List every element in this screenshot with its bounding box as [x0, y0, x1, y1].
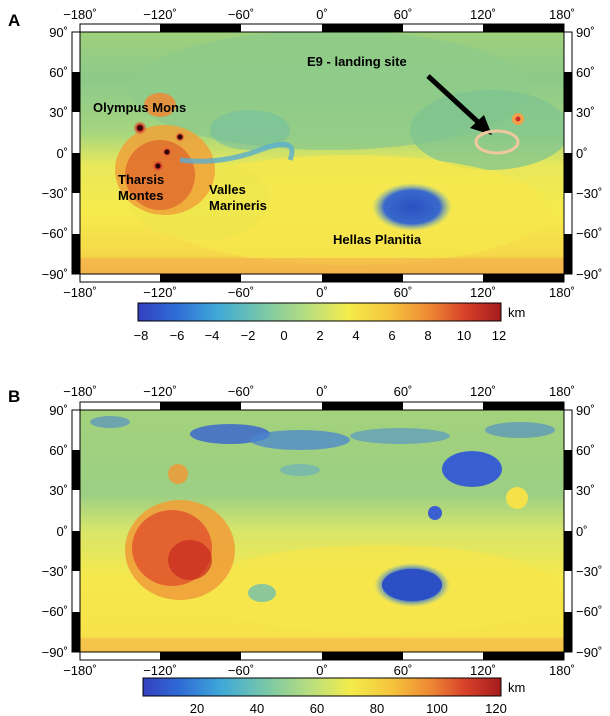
x-tick-a-top-4: 60˚	[394, 7, 413, 22]
panel-label-a: A	[8, 11, 20, 30]
x-tick-b-bottom-6: 180˚	[549, 663, 575, 678]
panel-label-b: B	[8, 387, 20, 406]
colorbar-b-tick-2: 60	[310, 701, 324, 716]
x-tick-a-top-0: −180˚	[63, 7, 97, 22]
colorbar-b: km 20 40 60 80 100 120	[142, 677, 525, 716]
colorbar-b-tick-4: 100	[426, 701, 448, 716]
y-tick-a-left-1: 60˚	[49, 65, 68, 80]
x-tick-b-bottom-1: −120˚	[143, 663, 177, 678]
x-tick-a-top-1: −120˚	[143, 7, 177, 22]
x-tick-b-bottom-3: 0˚	[316, 663, 328, 678]
y-tick-b-right-6: −90˚	[576, 645, 602, 660]
y-tick-a-right-4: −30˚	[576, 186, 602, 201]
x-tick-b-top-2: −60˚	[228, 384, 254, 399]
x-tick-a-bottom-2: −60˚	[228, 285, 254, 300]
landing-site-ellipse	[474, 129, 520, 155]
label-olympus-mons: Olympus Mons	[93, 100, 186, 115]
label-landing-site: E9 - landing site	[307, 54, 407, 69]
label-tharsis-line2: Montes	[118, 188, 164, 203]
x-tick-b-top-1: −120˚	[143, 384, 177, 399]
y-tick-b-right-3: 0˚	[576, 524, 588, 539]
y-tick-b-right-5: −60˚	[576, 604, 602, 619]
x-tick-a-bottom-4: 60˚	[394, 285, 413, 300]
y-tick-b-left-4: −30˚	[42, 564, 68, 579]
x-tick-a-bottom-3: 0˚	[316, 285, 328, 300]
colorbar-a-tick-1: −6	[170, 328, 185, 343]
colorbar-a-tick-10: 12	[492, 328, 506, 343]
x-tick-b-top-4: 60˚	[394, 384, 413, 399]
colorbar-a-tick-2: −4	[205, 328, 220, 343]
y-tick-a-right-3: 0˚	[576, 146, 588, 161]
x-tick-b-bottom-5: 120˚	[470, 663, 496, 678]
colorbar-a-tick-7: 6	[388, 328, 395, 343]
y-tick-a-right-6: −90˚	[576, 267, 602, 282]
label-valles-line2: Marineris	[209, 198, 267, 213]
colorbar-b-tick-3: 80	[370, 701, 384, 716]
y-tick-b-right-0: 90˚	[576, 403, 595, 418]
y-tick-a-right-1: 60˚	[576, 65, 595, 80]
colorbar-a-tick-9: 10	[457, 328, 471, 343]
colorbar-a-tick-4: 0	[280, 328, 287, 343]
colorbar-a-tick-3: −2	[241, 328, 256, 343]
x-tick-b-top-5: 120˚	[470, 384, 496, 399]
y-tick-b-left-0: 90˚	[49, 403, 68, 418]
colorbar-a: km −8 −6 −4 −2 0 2 4 6 8 10 12	[134, 302, 525, 343]
x-tick-a-top-6: 180˚	[549, 7, 575, 22]
y-tick-a-left-0: 90˚	[49, 25, 68, 40]
topography-map-a	[80, 32, 564, 274]
x-tick-a-bottom-6: 180˚	[549, 285, 575, 300]
y-tick-b-right-4: −30˚	[576, 564, 602, 579]
x-tick-b-bottom-0: −180˚	[63, 663, 97, 678]
x-tick-a-top-3: 0˚	[316, 7, 328, 22]
colorbar-b-tick-0: 20	[190, 701, 204, 716]
y-tick-b-right-1: 60˚	[576, 443, 595, 458]
y-tick-b-left-3: 0˚	[56, 524, 68, 539]
y-tick-b-left-5: −60˚	[42, 604, 68, 619]
x-tick-b-bottom-4: 60˚	[394, 663, 413, 678]
label-tharsis-line1: Tharsis	[118, 172, 164, 187]
colorbar-a-tick-8: 8	[424, 328, 431, 343]
colorbar-a-gradient	[137, 302, 502, 322]
y-tick-a-left-3: 0˚	[56, 146, 68, 161]
label-hellas-planitia: Hellas Planitia	[333, 232, 422, 247]
x-tick-b-bottom-2: −60˚	[228, 663, 254, 678]
crustal-thickness-map-b	[80, 410, 564, 652]
y-tick-a-left-6: −90˚	[42, 267, 68, 282]
y-tick-a-right-5: −60˚	[576, 226, 602, 241]
x-tick-a-bottom-1: −120˚	[143, 285, 177, 300]
x-tick-a-bottom-0: −180˚	[63, 285, 97, 300]
panel-b: B	[8, 384, 602, 716]
panel-a: A	[8, 7, 602, 343]
colorbar-a-tick-5: 2	[316, 328, 323, 343]
y-tick-a-left-2: 30˚	[49, 105, 68, 120]
colorbar-a-unit: km	[508, 305, 525, 320]
x-tick-a-bottom-5: 120˚	[470, 285, 496, 300]
label-valles-line1: Valles	[209, 182, 246, 197]
colorbar-b-unit: km	[508, 680, 525, 695]
landing-site-arrow	[426, 74, 492, 135]
colorbar-a-tick-0: −8	[134, 328, 149, 343]
colorbar-a-tick-6: 4	[352, 328, 359, 343]
frame-bars-b	[71, 401, 573, 661]
y-tick-b-left-1: 60˚	[49, 443, 68, 458]
colorbar-b-gradient	[142, 677, 502, 697]
y-tick-b-left-2: 30˚	[49, 483, 68, 498]
x-tick-b-top-6: 180˚	[549, 384, 575, 399]
y-tick-a-left-4: −30˚	[42, 186, 68, 201]
y-tick-b-left-6: −90˚	[42, 645, 68, 660]
x-tick-a-top-5: 120˚	[470, 7, 496, 22]
y-tick-a-right-0: 90˚	[576, 25, 595, 40]
y-tick-a-right-2: 30˚	[576, 105, 595, 120]
y-tick-b-right-2: 30˚	[576, 483, 595, 498]
x-tick-b-top-3: 0˚	[316, 384, 328, 399]
x-tick-b-top-0: −180˚	[63, 384, 97, 399]
x-tick-a-top-2: −60˚	[228, 7, 254, 22]
frame-bars-a	[71, 23, 573, 283]
y-tick-a-left-5: −60˚	[42, 226, 68, 241]
colorbar-b-tick-1: 40	[250, 701, 264, 716]
colorbar-b-tick-5: 120	[485, 701, 507, 716]
